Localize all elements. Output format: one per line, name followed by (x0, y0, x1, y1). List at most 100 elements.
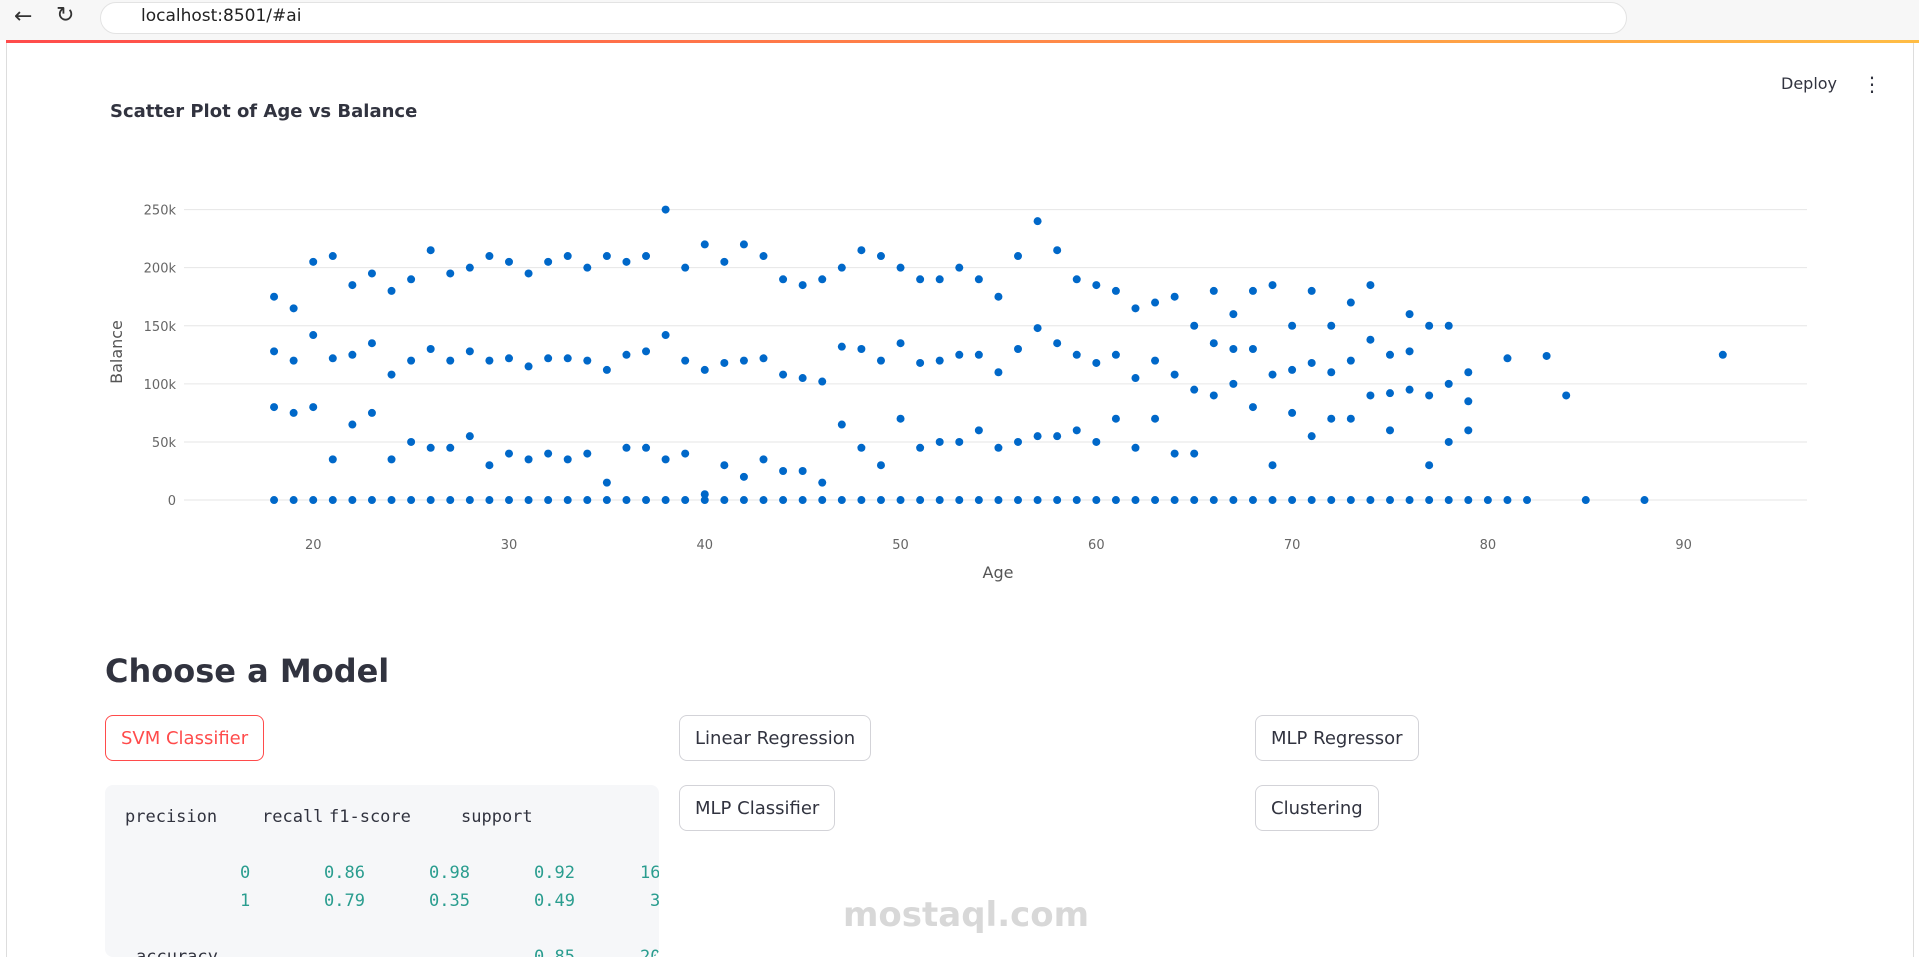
scatter-point (700, 240, 709, 249)
scatter-point (681, 263, 690, 272)
scatter-point (465, 432, 474, 441)
scatter-point (681, 356, 690, 365)
back-icon[interactable]: ← (14, 4, 33, 29)
report-header: recall (262, 807, 324, 827)
scatter-point (857, 246, 866, 255)
scatter-point (779, 275, 788, 284)
scatter-point (876, 356, 885, 365)
scatter-point (328, 354, 337, 363)
scatter-point (1425, 461, 1434, 470)
scatter-point (1131, 496, 1140, 505)
scatter-point (739, 496, 748, 505)
scatter-point (270, 292, 279, 301)
scatter-point (1072, 275, 1081, 284)
model-button[interactable]: Linear Regression (679, 715, 872, 761)
scatter-point (837, 420, 846, 429)
report-header: support (461, 807, 533, 827)
report-cell: 0 (240, 863, 251, 883)
address-bar[interactable] (100, 2, 1627, 34)
scatter-point (622, 350, 631, 359)
model-button[interactable]: MLP Regressor (1255, 715, 1419, 761)
scatter-point (270, 403, 279, 412)
scatter-point (1248, 286, 1257, 295)
scatter-point (289, 496, 298, 505)
scatter-point (446, 356, 455, 365)
scatter-point (1640, 496, 1649, 505)
scatter-point (661, 455, 670, 464)
scatter-point (602, 252, 611, 261)
scatter-point (328, 455, 337, 464)
scatter-point (1033, 432, 1042, 441)
scatter-point (1288, 408, 1297, 417)
scatter-point (1503, 496, 1512, 505)
x-tick-label: 20 (305, 538, 322, 553)
scatter-point (1092, 281, 1101, 290)
scatter-point (1327, 321, 1336, 330)
scatter-point (876, 252, 885, 261)
scatter-point (1405, 385, 1414, 394)
scatter-point (1327, 414, 1336, 423)
scatter-point (1209, 339, 1218, 348)
scatter-point (779, 467, 788, 476)
section-title: Choose a Model (105, 652, 390, 690)
scatter-point (1385, 496, 1394, 505)
chart-title: Scatter Plot of Age vs Balance (110, 101, 417, 122)
scatter-point (896, 263, 905, 272)
scatter-point (700, 490, 709, 499)
scatter-point (994, 443, 1003, 452)
scatter-point (1131, 443, 1140, 452)
scatter-point (367, 339, 376, 348)
scatter-point (1288, 496, 1297, 505)
scatter-point (1444, 379, 1453, 388)
scatter-point (818, 377, 827, 386)
scatter-point (309, 496, 318, 505)
scatter-point (759, 252, 768, 261)
scatter-point (1111, 414, 1120, 423)
scatter-point (1307, 358, 1316, 367)
menu-icon[interactable]: ⋮ (1862, 72, 1882, 96)
report-cell: 0.49 (534, 891, 575, 911)
scatter-point (1346, 414, 1355, 423)
model-button[interactable]: MLP Classifier (679, 785, 836, 831)
scatter-point (1170, 292, 1179, 301)
scatter-point (1581, 496, 1590, 505)
model-button[interactable]: SVM Classifier (105, 715, 265, 761)
scatter-point (1327, 496, 1336, 505)
scatter-point (1268, 461, 1277, 470)
address-text: localhost:8501/#ai (141, 6, 302, 26)
x-tick-label: 50 (892, 538, 909, 553)
scatter-point (1229, 496, 1238, 505)
scatter-point (1053, 432, 1062, 441)
model-button[interactable]: Clustering (1255, 785, 1379, 831)
report-cell: 0.86 (324, 863, 365, 883)
scatter-point (759, 354, 768, 363)
scatter-point (974, 350, 983, 359)
y-tick-label: 0 (168, 494, 176, 509)
scatter-point (1151, 298, 1160, 307)
reload-icon[interactable]: ↻ (56, 3, 75, 28)
scatter-point (289, 356, 298, 365)
scatter-point (1014, 496, 1023, 505)
scatter-point (720, 257, 729, 266)
scatter-point (1444, 437, 1453, 446)
scatter-point (974, 426, 983, 435)
scatter-point (270, 347, 279, 356)
scatter-point (739, 472, 748, 481)
scatter-point (583, 449, 592, 458)
scatter-point (1248, 403, 1257, 412)
scatter-point (720, 461, 729, 470)
scatter-point (1209, 496, 1218, 505)
scatter-point (642, 496, 651, 505)
scatter-point (289, 408, 298, 417)
browser-toolbar: ← ↻ localhost:8501/#ai (0, 0, 1919, 40)
scatter-point (1229, 379, 1238, 388)
scatter-point (1053, 496, 1062, 505)
deploy-button[interactable]: Deploy (1781, 74, 1838, 93)
report-cell: 0.35 (429, 891, 470, 911)
scatter-point (955, 437, 964, 446)
scatter-point (955, 496, 964, 505)
report-block: precision recall f1-score support 0 0.86… (105, 785, 659, 957)
scatter-point (485, 496, 494, 505)
scatter-point (1248, 496, 1257, 505)
